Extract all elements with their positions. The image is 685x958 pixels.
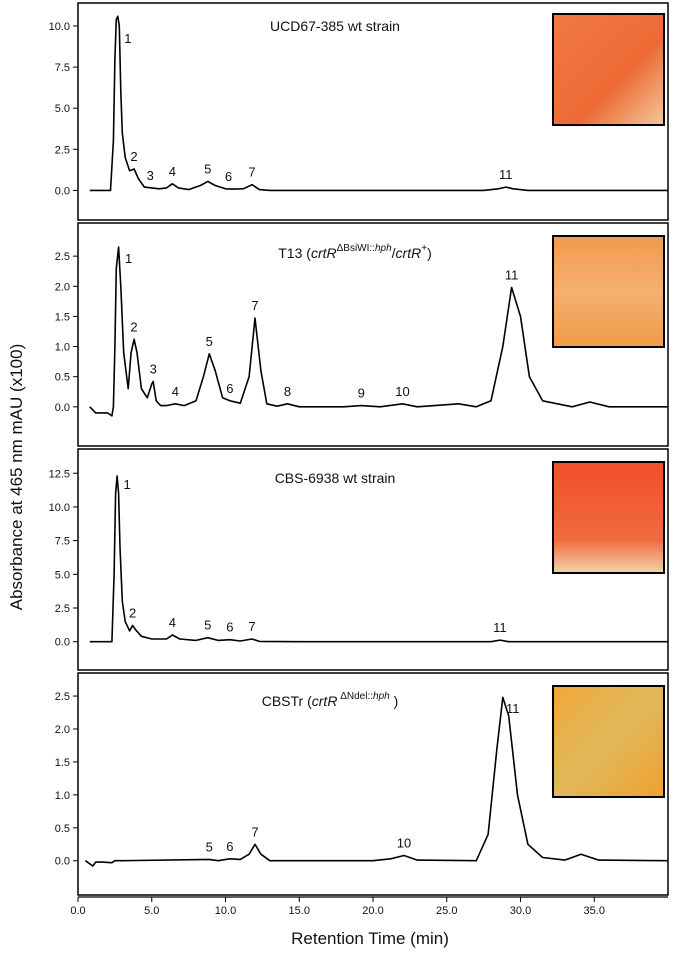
y-tick-label: 2.5: [55, 144, 70, 156]
peak-label: 11: [493, 620, 507, 635]
peak-label: 11: [506, 701, 520, 716]
peak-label: 3: [147, 168, 154, 183]
panel-frame: [77, 448, 669, 671]
y-tick-label: 0.0: [55, 402, 70, 414]
y-tick-label: 0.0: [55, 637, 70, 649]
x-tick-label: 15.0: [289, 905, 310, 917]
peak-label: 7: [248, 165, 255, 180]
y-tick-label: 10.0: [49, 502, 70, 514]
y-tick-label: 1.0: [55, 342, 70, 354]
peak-label: 1: [123, 477, 130, 492]
peak-label: 6: [226, 839, 233, 854]
x-tick-label: 10.0: [215, 905, 236, 917]
y-tick-label: 2.0: [55, 724, 70, 736]
y-tick-label: 12.5: [49, 468, 70, 480]
y-tick-label: 2.0: [55, 281, 70, 293]
peak-label: 11: [499, 167, 513, 182]
y-tick-label: 2.5: [55, 691, 70, 703]
peak-label: 9: [358, 386, 365, 401]
peak-label: 6: [225, 169, 232, 184]
panel-frame: [77, 222, 669, 447]
chromatogram-line: [89, 246, 668, 417]
y-tick-label: 2.5: [55, 251, 70, 263]
x-axis-label: Retention Time (min): [291, 929, 449, 948]
peak-label: 5: [204, 618, 211, 633]
y-tick-label: 0.5: [55, 372, 70, 384]
chromatogram-line: [84, 696, 669, 867]
y-tick-label: 1.0: [55, 790, 70, 802]
panel-frame: [77, 672, 669, 896]
peak-label: 4: [169, 164, 176, 179]
y-tick-label: 2.5: [55, 603, 70, 615]
y-tick-label: 1.5: [55, 311, 70, 323]
panel-title: CBSTr (crtR ΔNdel::hph ): [262, 691, 399, 709]
y-tick-label: 0.0: [55, 185, 70, 197]
y-tick-label: 5.0: [55, 569, 70, 581]
panel-title: T13 (crtRΔBsiWI::hph/crtR+): [278, 243, 431, 261]
peak-label: 4: [169, 615, 176, 630]
peak-label: 2: [130, 149, 137, 164]
x-tick-label: 0.0: [70, 905, 85, 917]
peak-label: 8: [284, 384, 291, 399]
peak-label: 7: [251, 298, 258, 313]
panel-frame: [77, 2, 669, 221]
peak-label: 3: [150, 362, 157, 377]
peak-label: 10: [395, 384, 409, 399]
y-tick-label: 0.5: [55, 823, 70, 835]
peak-label: 4: [172, 384, 179, 399]
y-axis-label: Absorbance at 465 nm mAU (x100): [7, 344, 26, 610]
peak-label: 7: [248, 619, 255, 634]
x-tick-label: 5.0: [144, 905, 159, 917]
peak-label: 6: [226, 381, 233, 396]
x-tick-label: 35.0: [584, 905, 605, 917]
peak-label: 5: [206, 839, 213, 854]
peak-label: 11: [505, 267, 519, 282]
chromatogram-line: [89, 475, 668, 643]
peak-label: 2: [129, 606, 136, 621]
y-tick-label: 1.5: [55, 757, 70, 769]
y-tick-label: 7.5: [55, 536, 70, 548]
peak-label: 5: [206, 334, 213, 349]
y-tick-label: 0.0: [55, 856, 70, 868]
peak-label: 10: [397, 835, 411, 850]
peak-label: 1: [124, 31, 131, 46]
peak-label: 2: [130, 319, 137, 334]
chromatogram-line: [89, 15, 668, 192]
panel-title: UCD67-385 wt strain: [270, 18, 400, 34]
y-tick-label: 5.0: [55, 103, 70, 115]
x-tick-label: 25.0: [436, 905, 457, 917]
peak-label: 6: [226, 620, 233, 635]
y-tick-label: 10.0: [49, 21, 70, 33]
peak-label: 5: [204, 161, 211, 176]
x-tick-label: 30.0: [510, 905, 531, 917]
y-tick-label: 7.5: [55, 62, 70, 74]
panel-title: CBS-6938 wt strain: [275, 470, 396, 486]
photo: [552, 13, 665, 798]
peak-label: 1: [125, 251, 132, 266]
x-tick-label: 20.0: [362, 905, 383, 917]
peak-label: 7: [251, 824, 258, 839]
